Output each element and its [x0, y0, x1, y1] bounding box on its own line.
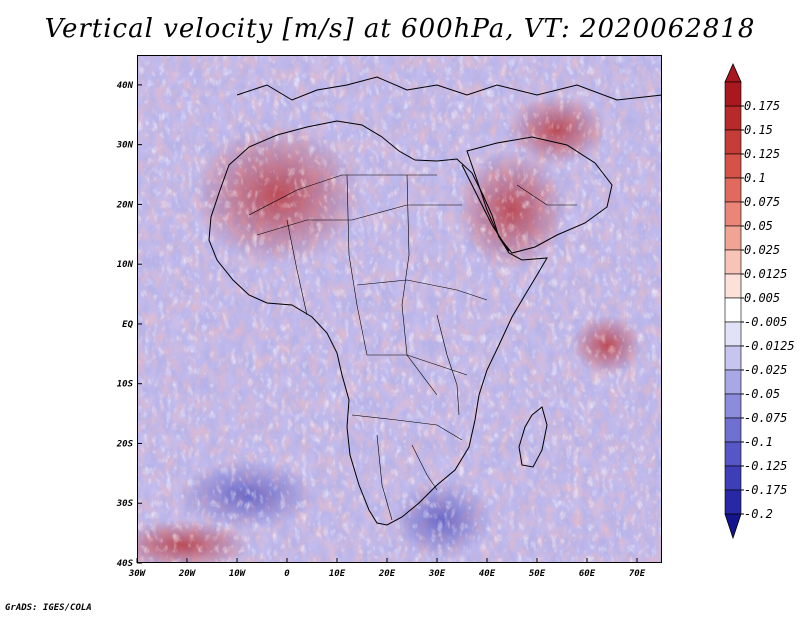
lat-tick-label: 10S [117, 380, 134, 390]
lat-tick-label: 20N [116, 200, 134, 210]
lat-tick-label: 40N [117, 81, 134, 91]
lat-tick-label: 30S [116, 499, 134, 509]
lon-tick-label: 20W [178, 569, 197, 579]
colorbar-label: 0.05 [744, 219, 773, 233]
africa-coastline [208, 120, 548, 526]
colorbar-segment [724, 201, 742, 227]
colorbar-label: 0.15 [744, 123, 773, 137]
colorbar-label: 0.0125 [744, 267, 787, 281]
map-frame [137, 55, 662, 563]
colorbar-label: -0.005 [744, 315, 787, 329]
colorbar: 0.175 0.15 0.125 0.1 0.075 0.05 0.025 0.0125 0.0… [724, 63, 795, 540]
coastlines [208, 76, 662, 526]
colorbar-label: -0.025 [744, 363, 787, 377]
field-texture-white [137, 55, 662, 563]
lat-tick-label: 40S [117, 559, 134, 569]
colorbar-segment [724, 81, 742, 107]
colorbar-segment [724, 297, 742, 323]
lon-tick-label: 30W [128, 569, 147, 579]
colorbar-segment [724, 465, 742, 491]
software-credit: GrADS: IGES/COLA [5, 603, 92, 613]
border [351, 414, 463, 441]
colorbar-label: 0.025 [744, 243, 780, 257]
lon-tick-label: 10E [329, 569, 346, 579]
colorbar-label: 0.1 [744, 171, 766, 185]
border [256, 204, 462, 236]
colorbar-segment [724, 153, 742, 179]
border [346, 174, 368, 356]
arabia-coastline [466, 136, 613, 254]
colorbar-segment [724, 105, 742, 131]
colorbar-segment [724, 249, 742, 275]
chart-title: Vertical velocity [m/s] at 600hPa, VT: 2… [44, 14, 756, 44]
border [376, 434, 393, 521]
border [356, 279, 488, 301]
vertical-velocity-map [137, 55, 662, 563]
country-borders [248, 174, 577, 521]
colorbar-segment [724, 369, 742, 395]
border [401, 174, 438, 396]
colorbar-label: 0.075 [744, 195, 780, 209]
border [248, 174, 437, 216]
mediterranean-north-coast [236, 76, 662, 101]
border [516, 184, 577, 206]
madagascar-coastline [518, 406, 548, 468]
colorbar-label: -0.05 [744, 387, 780, 401]
border [411, 444, 438, 491]
colorbar-label: -0.2 [744, 507, 773, 521]
lon-tick-label: 60E [579, 569, 596, 579]
colorbar-segment [724, 177, 742, 203]
lon-tick-label: 30E [428, 569, 446, 579]
colorbar-segment [724, 393, 742, 419]
colorbar-label: 0.125 [744, 147, 780, 161]
colorbar-segment [724, 321, 742, 347]
lat-tick-label: 10N [117, 260, 134, 270]
lon-tick-label: 10W [229, 569, 247, 579]
colorbar-max-arrow [724, 63, 742, 83]
lon-tick-label: 40E [479, 569, 496, 579]
colorbar-min-arrow [724, 513, 742, 540]
lat-tick-label: 20S [116, 439, 134, 449]
colorbar-segment [724, 441, 742, 467]
colorbar-label: -0.1 [744, 435, 773, 449]
colorbar-label: -0.125 [744, 459, 787, 473]
colorbar-label: 0.005 [744, 291, 780, 305]
colorbar-segment [724, 417, 742, 443]
colorbar-segment [724, 273, 742, 299]
lon-tick-label: 70E [629, 569, 646, 579]
colorbar-segment [724, 129, 742, 155]
lon-tick-label: 0 [284, 569, 290, 579]
colorbar-segment [724, 345, 742, 371]
colorbar-segment [724, 489, 742, 515]
border [436, 314, 460, 416]
colorbar-label: 0.175 [744, 99, 780, 113]
lon-tick-label: 50E [529, 569, 546, 579]
red-sea-coast [461, 164, 510, 252]
colorbar-label: -0.075 [744, 411, 787, 425]
lon-tick-label: 20E [378, 569, 396, 579]
colorbar-segment [724, 225, 742, 251]
lat-tick-label: EQ [122, 320, 133, 330]
lat-tick-label: 30N [116, 141, 134, 151]
colorbar-label: -0.175 [744, 483, 787, 497]
colorbar-label: -0.0125 [744, 339, 795, 353]
border [286, 219, 308, 316]
